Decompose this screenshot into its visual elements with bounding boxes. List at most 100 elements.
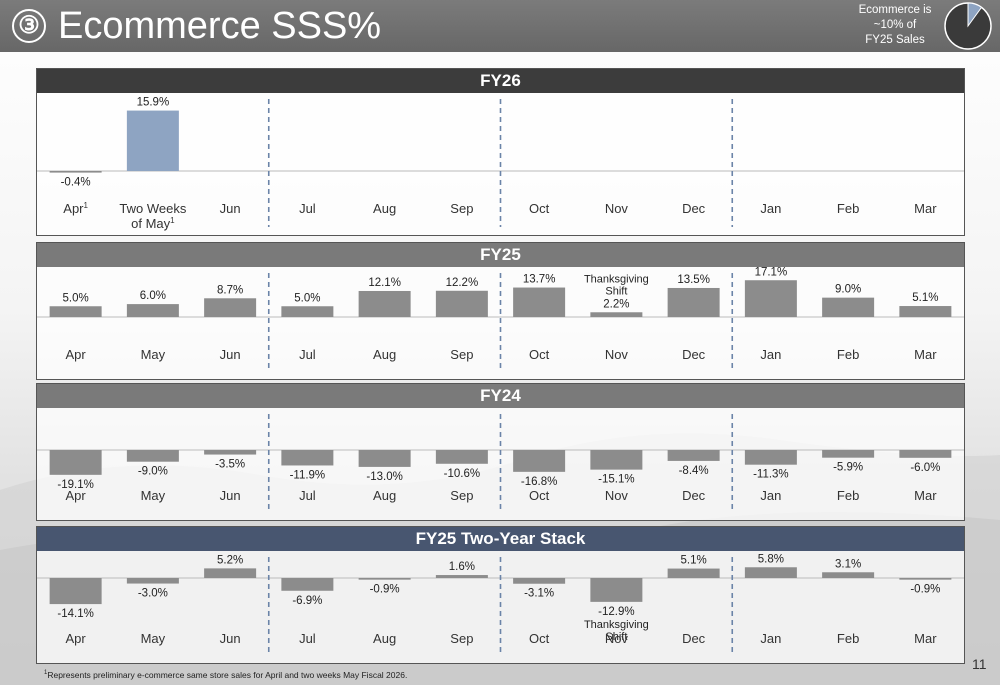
footnote-text: Represents preliminary e-commerce same s… bbox=[47, 670, 408, 680]
category-label: Jun bbox=[220, 488, 241, 503]
bar bbox=[822, 297, 875, 317]
page-number: 11 bbox=[972, 656, 987, 672]
footnote-marker: 1 bbox=[44, 670, 48, 677]
bar bbox=[667, 450, 720, 461]
bar bbox=[204, 298, 257, 317]
category-label: Apr1 bbox=[63, 201, 88, 216]
bar bbox=[126, 110, 179, 171]
bar bbox=[281, 306, 334, 317]
category-label: Jun bbox=[220, 631, 241, 646]
panel-title: FY24 bbox=[37, 384, 964, 408]
category-label: May bbox=[141, 347, 166, 362]
data-label: -13.0% bbox=[366, 471, 402, 483]
category-label: Jul bbox=[299, 347, 316, 362]
category-label: Two Weeks of May1 bbox=[119, 201, 186, 231]
category-label: Jan bbox=[760, 488, 781, 503]
bar bbox=[204, 450, 257, 455]
category-label: Aug bbox=[373, 488, 396, 503]
data-label: -10.6% bbox=[444, 468, 480, 480]
panel-title: FY25 Two-Year Stack bbox=[37, 527, 964, 551]
category-label: Apr bbox=[66, 488, 87, 503]
data-label: -9.0% bbox=[138, 466, 168, 478]
category-label: Nov bbox=[605, 631, 629, 646]
data-label: -5.9% bbox=[833, 462, 863, 474]
category-label: Sep bbox=[450, 201, 473, 216]
data-label: -11.3% bbox=[753, 469, 789, 481]
bar bbox=[358, 290, 411, 317]
bar bbox=[435, 575, 488, 578]
category-label: Dec bbox=[682, 201, 706, 216]
title-bar: ③ Ecommerce SSS% Ecommerce is ~10% of FY… bbox=[0, 0, 1000, 52]
category-label: Feb bbox=[837, 631, 859, 646]
data-label: -6.0% bbox=[910, 462, 940, 474]
bar bbox=[590, 312, 643, 317]
fy25-chart: 5.0% Apr 6.0% May 8.7% Jun 5.0% Jul 12.1% Aug 12.2… bbox=[37, 267, 964, 371]
category-label: Oct bbox=[529, 631, 550, 646]
bar bbox=[49, 171, 102, 173]
footnote: 1Represents preliminary e-commerce same … bbox=[44, 670, 407, 680]
bar bbox=[435, 450, 488, 464]
category-label: Apr bbox=[66, 347, 87, 362]
panel-title: FY26 bbox=[37, 69, 964, 93]
data-label: -15.1% bbox=[598, 474, 634, 486]
data-label: -3.5% bbox=[215, 459, 245, 471]
category-label: May bbox=[141, 631, 166, 646]
data-label: 15.9% bbox=[137, 97, 170, 109]
section-number-icon: ③ bbox=[12, 9, 46, 43]
category-label: Aug bbox=[373, 631, 396, 646]
bar bbox=[49, 306, 102, 317]
data-label: -6.9% bbox=[292, 595, 322, 607]
bar bbox=[49, 578, 102, 605]
bar bbox=[667, 568, 720, 578]
category-label: Nov bbox=[605, 488, 629, 503]
fy26-panel: FY26 -0.4% Apr1 15.9% Two Weeks of May1 Jun Ju… bbox=[36, 68, 965, 236]
category-label: Mar bbox=[914, 201, 937, 216]
bar bbox=[358, 578, 411, 580]
category-label: Dec bbox=[682, 347, 706, 362]
category-label: Mar bbox=[914, 347, 937, 362]
data-label: -12.9% bbox=[598, 606, 634, 618]
category-label: Nov bbox=[605, 201, 629, 216]
bar bbox=[126, 578, 179, 584]
bar bbox=[744, 450, 797, 465]
data-label: 2.2% bbox=[603, 298, 629, 310]
category-label: Dec bbox=[682, 631, 706, 646]
data-label: -19.1% bbox=[57, 479, 93, 491]
bar bbox=[281, 450, 334, 466]
data-label: 8.7% bbox=[217, 284, 243, 296]
two-year-stack-chart: -14.1% Apr -3.0% May 5.2% Jun -6.9% Jul -0.9% Aug… bbox=[37, 553, 964, 655]
category-label: Sep bbox=[450, 631, 473, 646]
data-label: -0.9% bbox=[370, 584, 400, 596]
bar bbox=[899, 578, 952, 580]
category-label: Jul bbox=[299, 488, 316, 503]
data-label: 5.8% bbox=[758, 553, 784, 565]
data-label: -14.1% bbox=[57, 608, 93, 620]
category-label: Feb bbox=[837, 201, 859, 216]
data-label: -3.1% bbox=[524, 588, 554, 600]
data-label: 6.0% bbox=[140, 290, 166, 302]
category-label: Feb bbox=[837, 347, 859, 362]
data-label: -0.9% bbox=[910, 584, 940, 596]
data-label: 17.1% bbox=[755, 267, 788, 278]
bar bbox=[513, 450, 566, 472]
category-label: Dec bbox=[682, 488, 706, 503]
category-label: Oct bbox=[529, 488, 550, 503]
data-label: -11.9% bbox=[290, 469, 326, 481]
data-label: 1.6% bbox=[449, 561, 475, 573]
bar bbox=[822, 572, 875, 578]
panel-title: FY25 bbox=[37, 243, 964, 267]
data-label: -3.0% bbox=[138, 588, 168, 600]
data-label: 5.2% bbox=[217, 554, 243, 566]
data-label: 5.1% bbox=[912, 292, 938, 304]
data-label: -0.4% bbox=[61, 177, 91, 189]
bar bbox=[126, 304, 179, 317]
bar bbox=[204, 568, 257, 578]
category-label: Sep bbox=[450, 488, 473, 503]
data-label: 9.0% bbox=[835, 284, 861, 296]
fy24-chart: -19.1%Apr -9.0% May -3.5% Jun -11.9% Jul -13.0%… bbox=[37, 414, 964, 512]
data-label: 5.1% bbox=[681, 555, 707, 567]
category-label: Mar bbox=[914, 488, 937, 503]
data-label: 3.1% bbox=[835, 558, 861, 570]
data-label: 5.0% bbox=[63, 292, 89, 304]
fy25-panel: FY25 5.0% Apr 6.0% May 8.7% Jun 5.0% Jul 12.1% Au… bbox=[36, 242, 965, 380]
